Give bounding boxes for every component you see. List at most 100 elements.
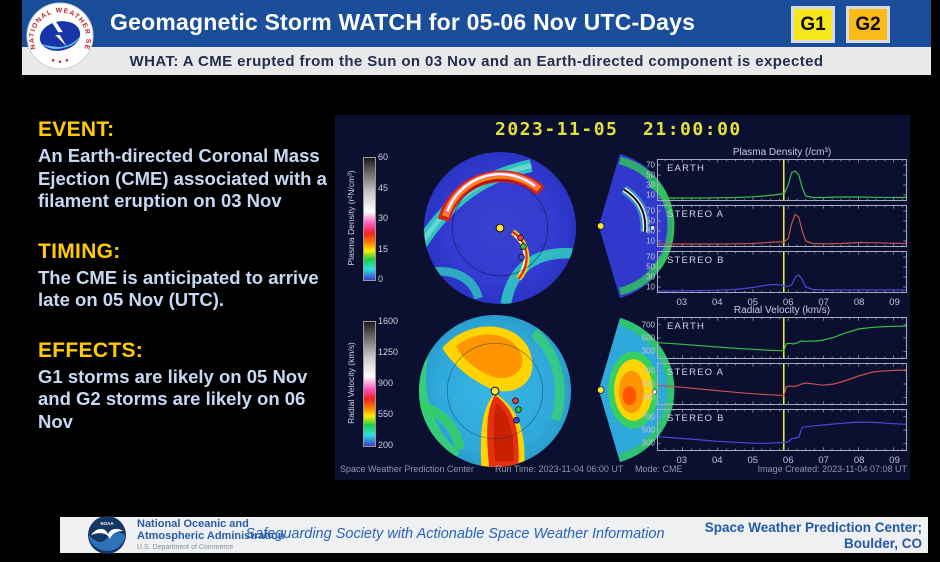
sun-marker [495, 223, 505, 233]
colorbar-tick: 900 [378, 378, 394, 388]
y-tick-label: 30 [646, 226, 655, 236]
x-tick-label: 03 [676, 297, 688, 308]
x-tick-label: 03 [676, 455, 688, 466]
colorbar-tick: 1600 [378, 316, 399, 326]
series-label: EARTH [667, 321, 706, 332]
x-tick-label: 04 [711, 455, 723, 466]
series-label: STEREO A [667, 367, 725, 378]
noaa-line2: Atmospheric Administration [137, 529, 285, 542]
y-tick-label: 10 [646, 282, 655, 292]
y-tick-label: 30 [646, 272, 655, 282]
series-label: STEREO A [667, 209, 725, 220]
timeseries-panel-stereo-b: 700 500 300 STEREO B [642, 409, 907, 451]
earth-marker [520, 243, 527, 250]
density-colorbar-label: Plasma Density (r²N/cm³) [346, 170, 356, 266]
velocity-colorbar: Radial Velocity (km/s) 1600 1250 900 550 200 [343, 316, 398, 450]
timing-body: The CME is anticipated to arrive late on… [38, 266, 319, 311]
x-axis-labels: 03 04 05 06 07 08 09 [657, 297, 907, 309]
x-tick-label: 07 [818, 455, 829, 466]
velocity-colorbar-label: Radial Velocity (km/s) [346, 342, 356, 424]
noaa-dept: U.S. Department of Commerce [137, 543, 234, 551]
caption-run-time: Run Time: 2023-11-04 06:00 UT [495, 464, 624, 474]
series-label: EARTH [667, 163, 706, 174]
colorbar-tick: 0 [378, 274, 384, 284]
colorbar-tick: 1250 [378, 347, 399, 357]
footer-bar: NOAA National Oceanic and Atmospheric Ad… [60, 516, 928, 554]
x-tick-label: 07 [818, 297, 829, 308]
x-tick-label: 08 [853, 455, 865, 466]
series-label: STEREO B [667, 413, 725, 424]
what-bar: WHAT: A CME erupted from the Sun on 03 N… [22, 47, 931, 75]
model-timestamp: 2023-11-05 21:00:00 [495, 119, 742, 140]
timeseries-panel-stereo-a: 700 500 300 STEREO A [642, 363, 907, 405]
colorbar-tick: 45 [378, 182, 389, 193]
caption-mode: Mode: CME [635, 464, 683, 474]
g1-badge: G1 [791, 6, 835, 43]
y-tick-label: 10 [646, 190, 655, 200]
storm-scale-badges: G1 G2 [791, 6, 890, 43]
sun-marker [596, 222, 605, 230]
density-heliosphere-map [423, 151, 577, 305]
series-label: STEREO B [667, 255, 725, 266]
y-tick-label: 500 [641, 379, 655, 389]
colorbar-tick: 60 [378, 152, 389, 162]
velocity-colorbar-gradient [363, 321, 376, 447]
sun-marker [490, 386, 500, 396]
header-bar: Geomagnetic Storm WATCH for 05-06 Nov UT… [22, 0, 931, 47]
x-tick-label: 06 [782, 455, 794, 466]
y-tick-label: 700 [641, 320, 655, 330]
caption-source: Space Weather Prediction Center [340, 464, 474, 474]
sun-marker [596, 386, 605, 394]
what-text: WHAT: A CME erupted from the Sun on 03 N… [129, 52, 824, 70]
footer-tagline: Safeguarding Society with Actionable Spa… [245, 526, 665, 542]
y-tick-label: 700 [641, 412, 655, 422]
caption-created: Image Created: 2023-11-04 07:08 UT [757, 464, 907, 474]
velocity-meridional-slice [596, 317, 675, 463]
y-tick-label: 70 [646, 206, 655, 216]
y-tick-label: 500 [641, 333, 655, 343]
y-tick-label: 30 [646, 180, 655, 190]
y-tick-label: 50 [646, 262, 655, 272]
y-tick-label: 70 [646, 160, 655, 170]
x-tick-label: 05 [747, 297, 759, 308]
wsa-enlil-panel: 2023-11-05 21:00:00 Plasma Density (r²N/… [335, 115, 910, 480]
timeseries-panel-earth: 700 500 300 EARTH [642, 317, 907, 359]
g2-badge: G2 [846, 6, 890, 43]
x-tick-label: 09 [889, 455, 900, 466]
event-heading: EVENT: [38, 118, 115, 141]
noaa-text-block: National Oceanic and Atmospheric Adminis… [137, 518, 285, 551]
x-tick-label: 06 [782, 297, 794, 308]
velocity-heliosphere-map [418, 314, 572, 468]
nws-logo-icon: NATIONAL WEATHER SERVICE [26, 2, 94, 70]
colorbar-tick: 30 [378, 213, 389, 223]
timeseries-panel-stereo-a: 70 50 30 10 STEREO A [646, 205, 907, 247]
timeseries-panel-earth: 70 50 30 10 EARTH [646, 159, 907, 201]
colorbar-tick: 200 [378, 440, 394, 450]
y-tick-label: 700 [641, 366, 655, 376]
y-tick-label: 300 [641, 438, 655, 448]
event-body: An Earth-directed Coronal Mass Ejection … [38, 145, 327, 212]
density-colorbar: Plasma Density (r²N/cm³) 60 45 30 15 0 [343, 152, 393, 284]
x-tick-label: 08 [853, 297, 865, 308]
density-meridional-slice [596, 153, 675, 299]
stereo-a-marker [512, 397, 519, 405]
x-tick-label: 05 [747, 455, 759, 466]
colorbar-tick: 15 [378, 243, 389, 254]
y-tick-label: 50 [646, 216, 655, 226]
effects-body: G1 storms are likely on 05 Nov and G2 st… [38, 365, 308, 432]
x-tick-label: 04 [711, 297, 723, 308]
earth-marker [515, 406, 522, 413]
x-tick-label: 09 [889, 297, 900, 308]
stereo-b-marker [518, 253, 525, 261]
swpc-line1: Space Weather Prediction Center; [704, 520, 922, 535]
y-tick-label: 10 [646, 236, 655, 246]
chart-title: Radial Velocity (km/s) [733, 305, 831, 316]
chart-title: Plasma Density (/cm³) [732, 147, 832, 158]
y-tick-label: 50 [646, 170, 655, 180]
page-title: Geomagnetic Storm WATCH for 05-06 Nov UT… [110, 9, 696, 35]
colorbar-tick: 550 [378, 409, 394, 419]
noaa-logo-icon: NOAA [88, 516, 126, 554]
x-axis-labels: 03 04 05 06 07 08 09 [657, 455, 907, 467]
stereo-a-marker [517, 234, 524, 242]
y-tick-label: 500 [641, 425, 655, 435]
